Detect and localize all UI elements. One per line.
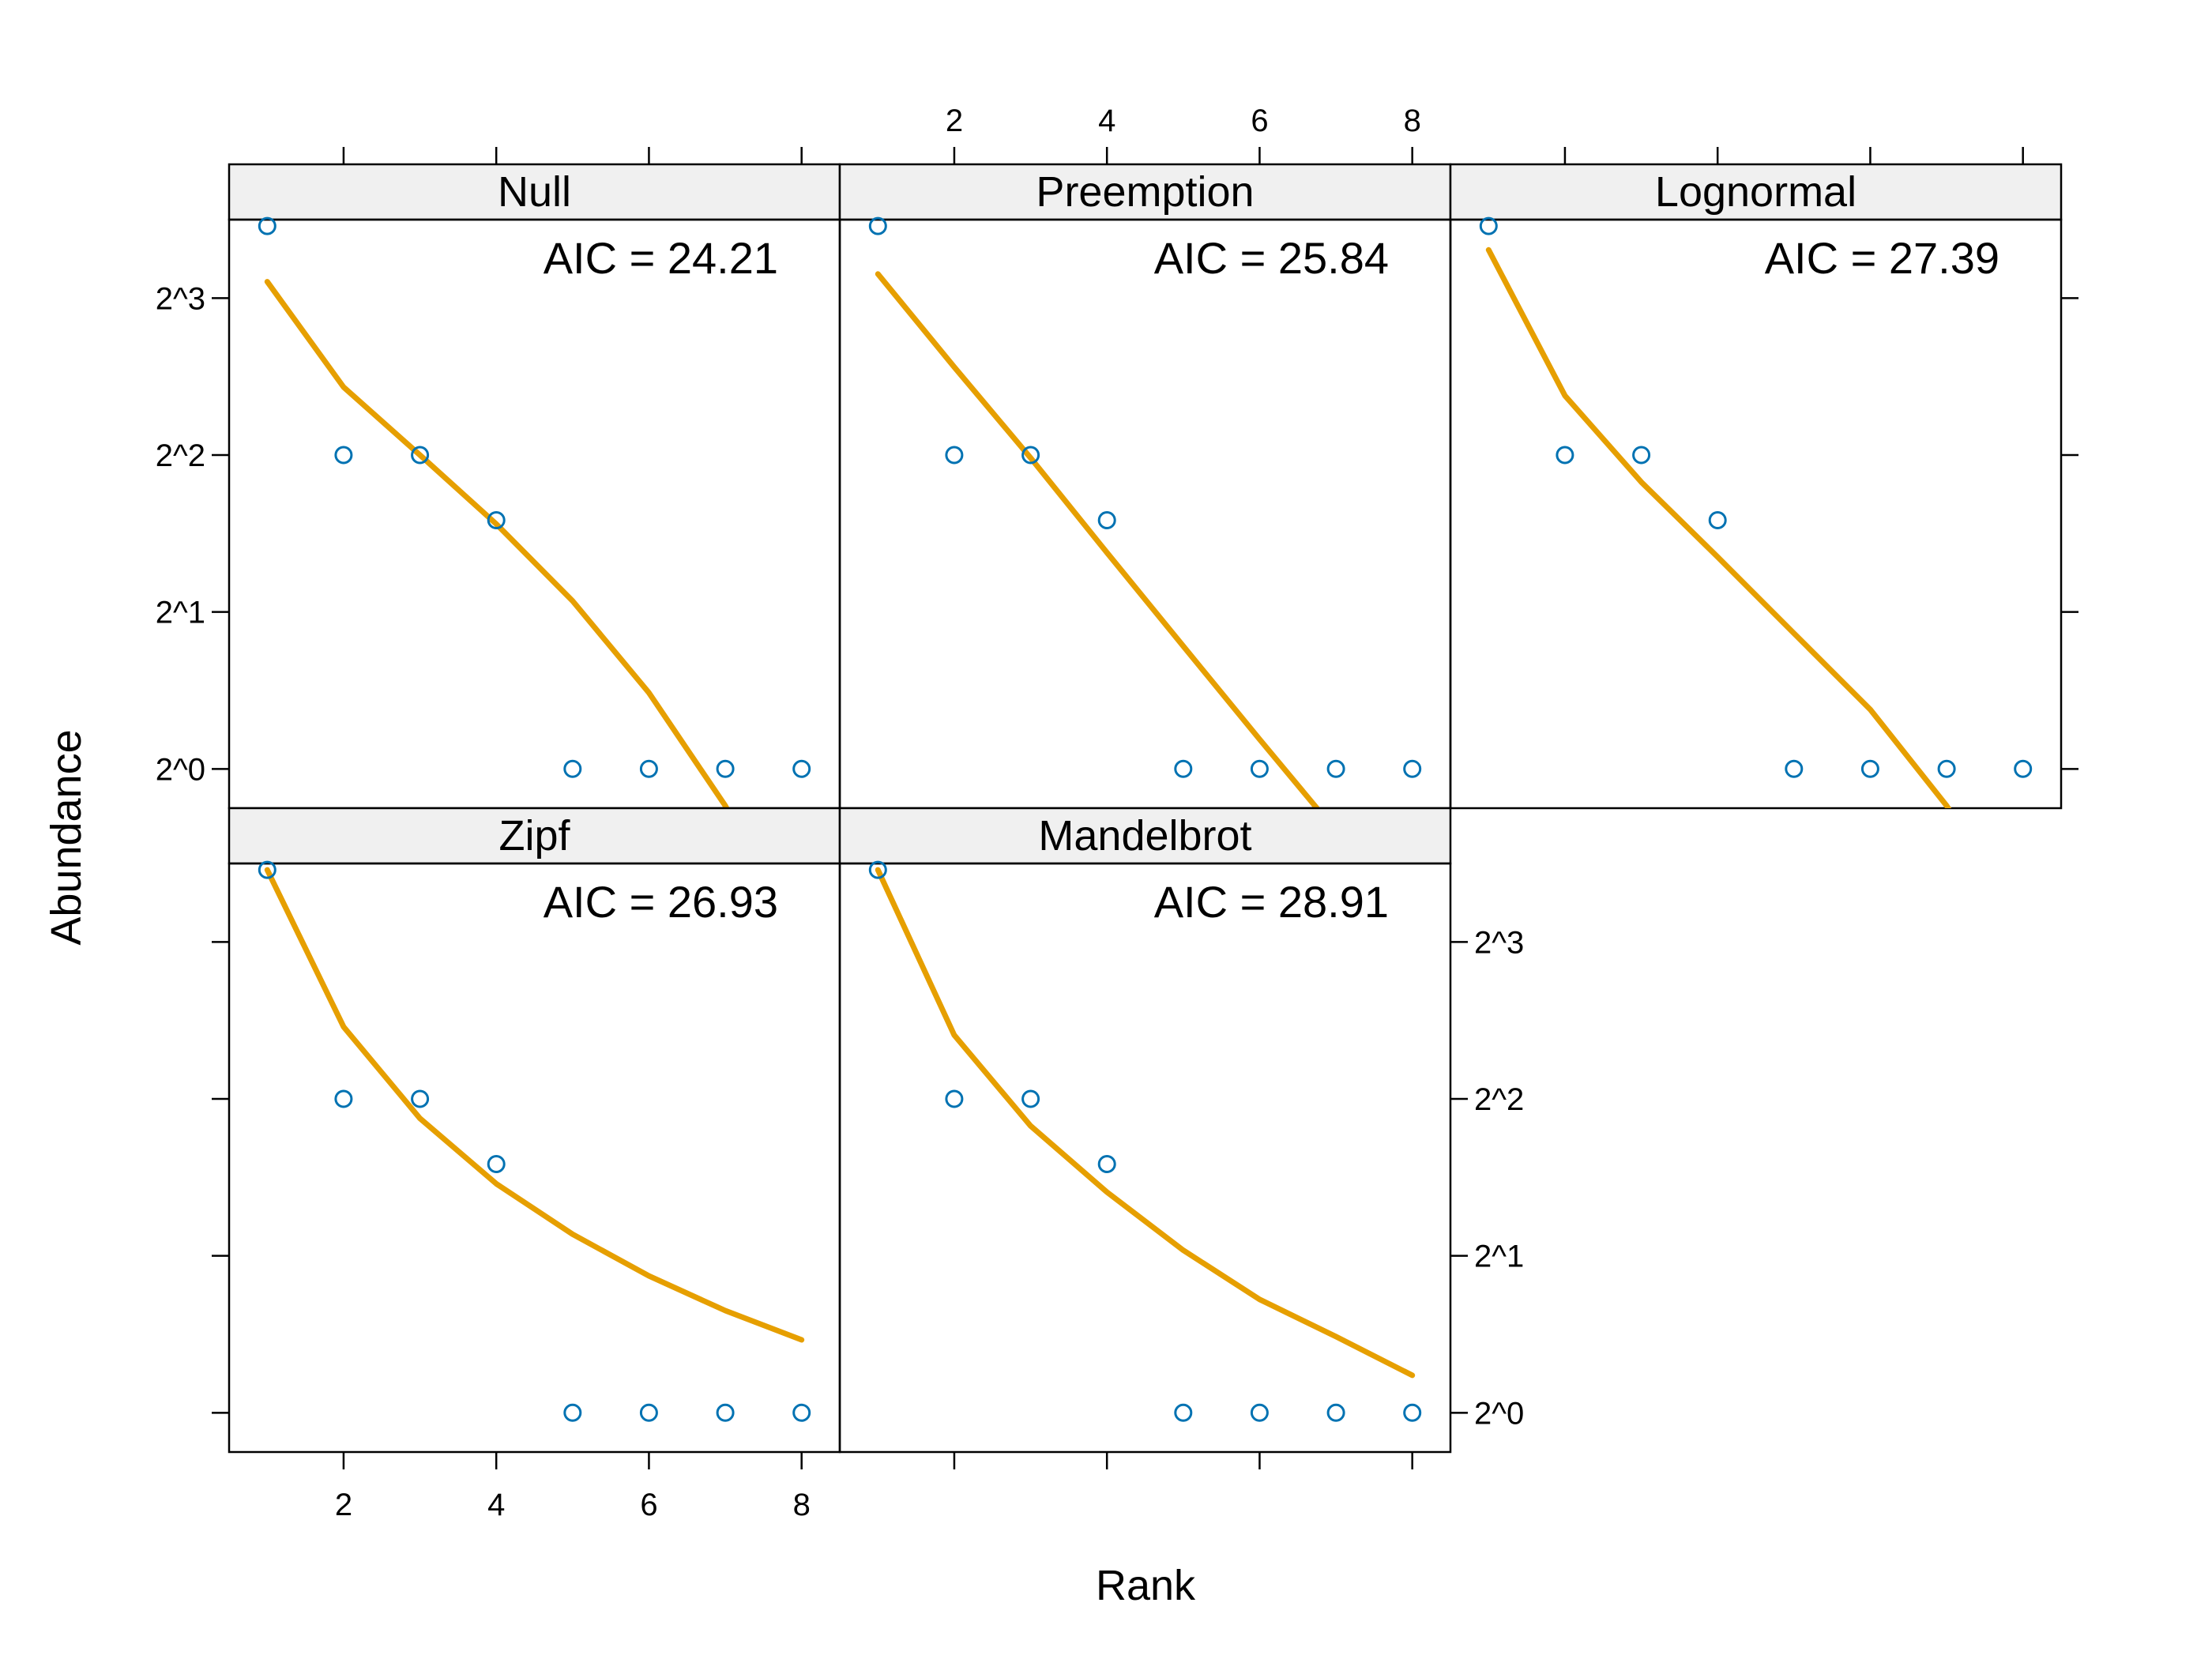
fitted-line [875, 271, 1321, 808]
data-point [1174, 759, 1193, 778]
data-point [411, 1089, 430, 1108]
data-point [1860, 759, 1879, 778]
panel-null: Null AIC = 24.21 [228, 163, 841, 810]
data-point [1250, 1403, 1269, 1422]
aic-label: AIC = 24.21 [544, 233, 778, 283]
data-point [258, 860, 276, 879]
fitted-line [875, 867, 1416, 1379]
data-point [487, 511, 506, 529]
fitted-line [264, 279, 730, 808]
data-point [334, 1089, 353, 1108]
data-point [1250, 759, 1269, 778]
data-point [868, 216, 887, 235]
data-point [1937, 759, 1956, 778]
aic-label: AIC = 25.84 [1154, 233, 1389, 283]
data-point [639, 1403, 658, 1422]
data-point [1021, 446, 1040, 465]
y-tick-label: 2^2 [156, 438, 205, 473]
data-point [1403, 759, 1422, 778]
strip-label: Lognormal [1655, 168, 1856, 216]
x-tick-label: 6 [640, 1488, 657, 1522]
x-tick-label: 8 [1404, 103, 1421, 138]
data-point [258, 216, 276, 235]
data-point [563, 759, 582, 778]
data-point [1326, 1403, 1345, 1422]
panels: Null AIC = 24.21 Preemption AIC = 25.84 Logn… [228, 163, 2063, 1454]
data-point [792, 1403, 811, 1422]
data-point [1479, 216, 1498, 235]
strip-background [1449, 163, 2063, 221]
x-tick-label: 2 [335, 1488, 352, 1522]
panel-frame [838, 862, 1452, 1454]
panel-zipf: Zipf AIC = 26.93 [228, 807, 841, 1454]
x-tick-label: 6 [1251, 103, 1268, 138]
aic-label: AIC = 28.91 [1154, 877, 1389, 927]
fitted-line [1485, 246, 1952, 808]
data-point [487, 1155, 506, 1173]
y-axis-title: Abundance [43, 729, 90, 945]
axes: 2 4 6 8 2 4 6 8 2^0 2^0 2^1 2^1 2^2 2^2 2^3 2^3 [156, 103, 2078, 1522]
y-tick-label: 2^1 [156, 596, 205, 630]
data-point [792, 759, 811, 778]
strip-label: Preemption [1036, 168, 1254, 216]
aic-label: AIC = 27.39 [1765, 233, 1999, 283]
y-tick-label: 2^3 [1474, 925, 1524, 960]
panel-lognormal: Lognormal AIC = 27.39 [1449, 163, 2063, 810]
strip-label: Zipf [498, 812, 570, 860]
data-point [2014, 759, 2033, 778]
data-point [1403, 1403, 1422, 1422]
y-tick-label: 2^0 [1474, 1396, 1524, 1431]
data-point [1708, 511, 1727, 529]
y-tick-label: 2^0 [156, 752, 205, 787]
panel-preemption: Preemption AIC = 25.84 [838, 163, 1452, 810]
y-tick-label: 2^3 [156, 281, 205, 316]
panel-mandelbrot: Mandelbrot AIC = 28.91 [838, 807, 1452, 1454]
data-point [1632, 446, 1651, 465]
x-axis-title: Rank [1096, 1562, 1196, 1609]
data-point [563, 1403, 582, 1422]
strip-label: Null [498, 168, 571, 216]
data-point [639, 759, 658, 778]
fitted-line [264, 867, 805, 1343]
data-point [945, 1089, 964, 1108]
data-point [1097, 511, 1116, 529]
data-point [411, 446, 430, 465]
y-tick-label: 2^1 [1474, 1240, 1524, 1274]
data-point [1097, 1155, 1116, 1173]
data-point [1174, 1403, 1193, 1422]
strip-background [228, 163, 841, 221]
data-point [716, 759, 735, 778]
data-point [1021, 1089, 1040, 1108]
panel-frame [1449, 218, 2063, 810]
strip-label: Mandelbrot [1038, 812, 1251, 860]
aic-label: AIC = 26.93 [544, 877, 778, 927]
data-point [334, 446, 353, 465]
data-point [945, 446, 964, 465]
data-point [868, 860, 887, 879]
data-point [1326, 759, 1345, 778]
x-tick-label: 2 [946, 103, 963, 138]
y-tick-label: 2^2 [1474, 1082, 1524, 1117]
x-tick-label: 4 [1098, 103, 1115, 138]
data-point [1785, 759, 1804, 778]
x-tick-label: 4 [487, 1488, 505, 1522]
data-point [1556, 446, 1574, 465]
strip-background [838, 807, 1452, 865]
data-point [716, 1403, 735, 1422]
x-tick-label: 8 [793, 1488, 811, 1522]
